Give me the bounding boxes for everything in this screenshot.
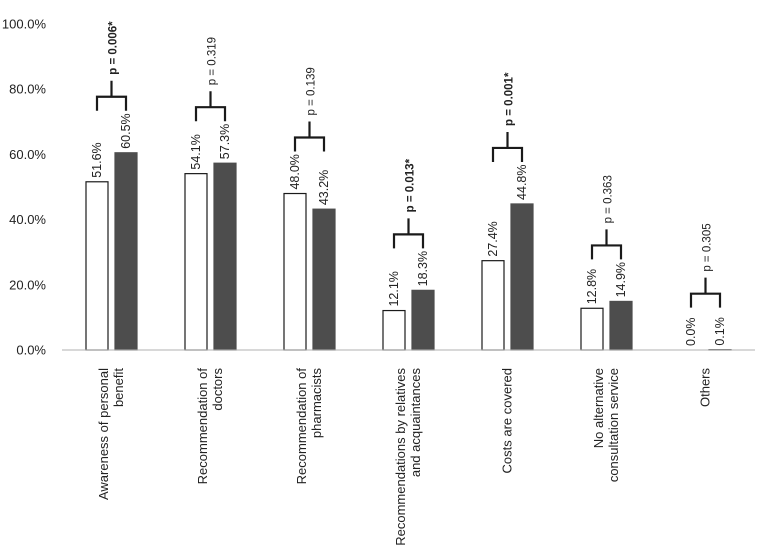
bar-series-2 xyxy=(312,208,336,351)
bar-series-2 xyxy=(609,300,633,351)
significance-bracket xyxy=(293,121,326,152)
data-label: 54.1% xyxy=(189,134,203,169)
category-label: Recommendation of xyxy=(294,368,309,485)
p-value-label: p = 0.363 xyxy=(603,175,615,223)
data-labels: 51.6% 60.5% 54.1% 57.3% 48.0% 43.2% 12.1% 18.3%… xyxy=(90,113,727,346)
y-axis: 0.0% 20.0% 40.0% 60.0% 80.0% 100.0% xyxy=(2,17,47,358)
data-label: 0.1% xyxy=(713,317,727,346)
data-label: 27.4% xyxy=(486,221,500,256)
category-label: consultation service xyxy=(606,368,621,482)
bar-series-2 xyxy=(411,289,435,351)
significance-bracket xyxy=(194,91,227,122)
significance-bracket xyxy=(491,131,524,162)
category-label: Recommendations by relatives xyxy=(393,368,408,546)
p-value-label: p = 0.319 xyxy=(207,37,219,85)
bar-series-2 xyxy=(213,162,237,351)
data-label: 60.5% xyxy=(119,113,133,148)
bars xyxy=(85,152,732,351)
category-label: Awareness of personal xyxy=(96,368,111,500)
category-label: doctors xyxy=(210,368,225,411)
p-value-label: p = 0.139 xyxy=(306,67,318,115)
bar-series-1 xyxy=(184,173,208,351)
significance-brackets: p = 0.006* p = 0.319 p = 0.139 p = 0.013* p … xyxy=(95,21,722,308)
data-label: 14.9% xyxy=(614,262,628,297)
significance-bracket xyxy=(392,218,425,249)
bar-series-1 xyxy=(283,192,307,351)
y-tick-label: 20.0% xyxy=(9,277,46,292)
category-label: No alternative xyxy=(591,368,606,448)
y-tick-label: 40.0% xyxy=(9,212,46,227)
p-value-label: p = 0.013* xyxy=(405,158,417,212)
significance-bracket xyxy=(590,229,623,260)
category-label: Recommendation of xyxy=(195,368,210,485)
data-label: 57.3% xyxy=(218,124,232,159)
data-label: 44.8% xyxy=(515,164,529,199)
category-label: and acquaintances xyxy=(408,368,423,478)
data-label: 43.2% xyxy=(317,170,331,205)
x-axis: Awareness of personal benefit Recommendati… xyxy=(62,349,755,546)
y-tick-label: 0.0% xyxy=(16,343,46,358)
data-label: 0.0% xyxy=(684,318,698,347)
bar-series-1 xyxy=(382,309,406,351)
y-tick-label: 60.0% xyxy=(9,147,46,162)
y-tick-label: 80.0% xyxy=(9,82,46,97)
category-label: pharmacists xyxy=(309,368,324,439)
p-value-label: p = 0.006* xyxy=(108,21,120,75)
data-label: 48.0% xyxy=(288,154,302,189)
significance-bracket xyxy=(689,277,722,308)
p-value-label: p = 0.001* xyxy=(504,72,516,126)
data-label: 12.1% xyxy=(387,271,401,306)
significance-bracket xyxy=(95,80,128,111)
bar-series-2 xyxy=(510,203,534,351)
category-label: Costs are covered xyxy=(500,368,515,474)
p-value-label: p = 0.305 xyxy=(702,223,714,271)
data-label: 51.6% xyxy=(90,142,104,177)
bar-series-1 xyxy=(481,260,505,351)
bar-series-1 xyxy=(580,307,604,351)
category-label: Others xyxy=(698,368,713,408)
data-label: 18.3% xyxy=(416,251,430,286)
y-tick-label: 100.0% xyxy=(2,17,47,32)
category-label: benefit xyxy=(111,368,126,407)
data-label: 12.8% xyxy=(585,269,599,304)
bar-series-2 xyxy=(114,152,138,351)
bar-series-1 xyxy=(85,181,109,351)
